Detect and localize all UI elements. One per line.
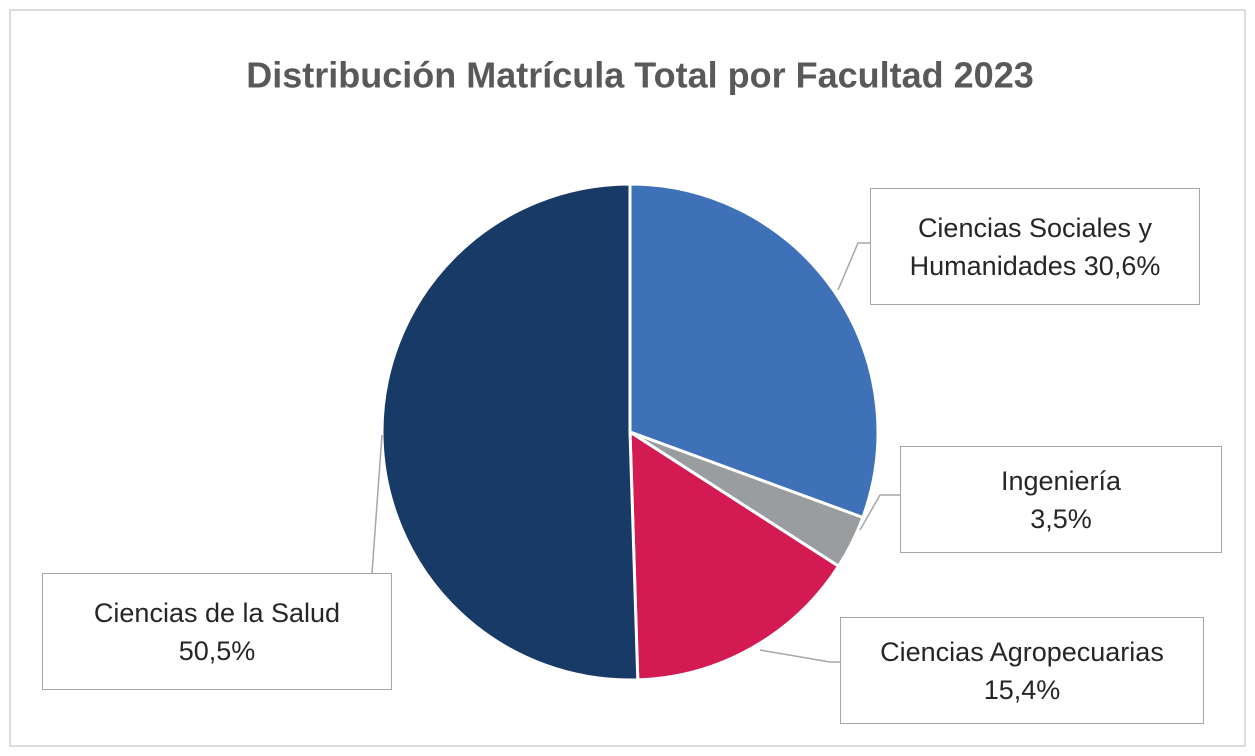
data-label: Ciencias de la Salud 50,5% <box>42 573 392 690</box>
data-label-text: Ciencias Agropecuarias 15,4% <box>880 633 1164 709</box>
data-label-text: Ciencias Sociales y Humanidades 30,6% <box>889 209 1181 285</box>
pie-slice <box>628 429 841 682</box>
data-label: Ciencias Sociales y Humanidades 30,6% <box>870 188 1200 305</box>
data-label-text: Ingeniería 3,5% <box>1001 462 1121 538</box>
leader-line <box>837 242 870 291</box>
data-label-text: Ciencias de la Salud 50,5% <box>94 594 340 670</box>
value-label: 50,5% <box>178 635 256 666</box>
value-label: 30,6% <box>1083 250 1161 281</box>
value-label: 15,4% <box>983 674 1061 705</box>
category-label: Ciencias Agropecuarias <box>880 636 1164 667</box>
value-label: 3,5% <box>1030 503 1092 534</box>
leader-line <box>371 434 383 574</box>
pie-slice <box>628 182 880 520</box>
category-label: Ciencias Sociales y Humanidades <box>909 212 1153 281</box>
data-label: Ingeniería 3,5% <box>900 446 1222 553</box>
chart-title: Distribución Matrícula Total por Faculta… <box>246 55 1033 96</box>
leader-line <box>859 494 900 531</box>
category-label: Ciencias de la Salud <box>93 597 341 628</box>
data-label: Ciencias Agropecuarias 15,4% <box>840 617 1204 724</box>
category-label: Ingeniería <box>1000 465 1122 496</box>
leader-line <box>759 649 840 663</box>
